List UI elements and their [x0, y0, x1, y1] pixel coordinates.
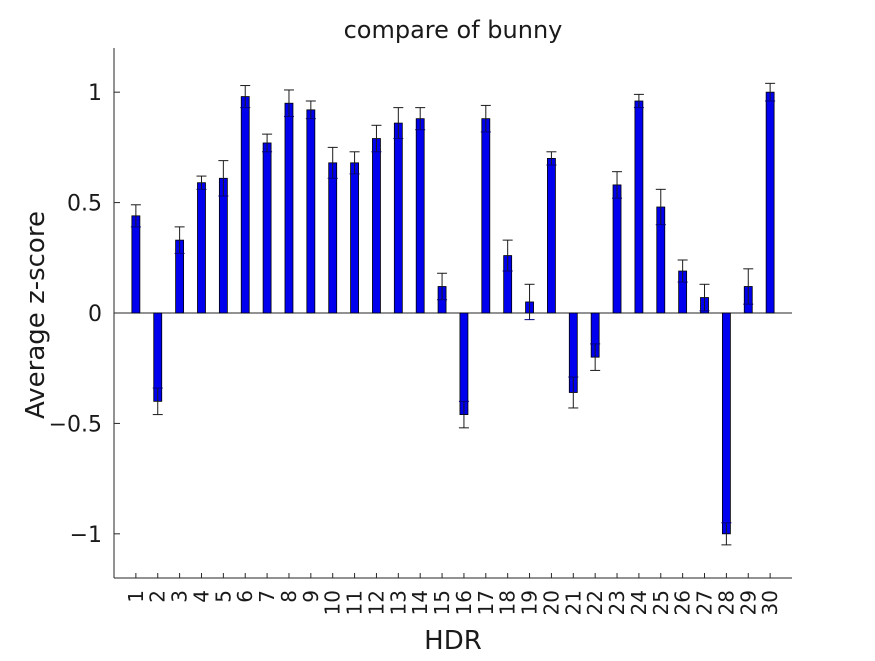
bar	[131, 215, 141, 314]
error-bar	[612, 171, 623, 199]
bar	[481, 118, 491, 314]
error-bar	[590, 343, 601, 371]
error-bars	[130, 82, 776, 546]
x-tick-label: 12	[364, 590, 388, 615]
error-bar	[458, 400, 469, 429]
bar	[284, 102, 294, 314]
y-tick-label: 0.5	[67, 192, 102, 217]
error-bar	[524, 283, 535, 321]
x-tick-label: 27	[693, 590, 717, 615]
x-tick-label: 13	[386, 590, 410, 615]
x-tick-label: 10	[321, 590, 345, 615]
y-tick-label: −1	[70, 523, 102, 548]
x-tick-label: 8	[277, 590, 301, 603]
x-tick-label: 5	[211, 590, 235, 603]
x-tick-label: 30	[758, 590, 782, 615]
x-tick-label: 6	[233, 590, 257, 603]
x-tick-label: 3	[168, 590, 192, 603]
error-bar	[283, 89, 294, 117]
x-tick-label: 7	[255, 590, 279, 603]
error-bar	[393, 107, 404, 140]
y-tick-label: 0	[88, 302, 102, 327]
y-tick-label: −0.5	[49, 412, 102, 437]
bar	[721, 312, 731, 535]
error-bar	[196, 175, 207, 190]
x-tick-label: 29	[736, 590, 760, 615]
x-tick-label: 15	[430, 590, 454, 615]
error-bar	[371, 124, 382, 153]
error-bar	[130, 204, 141, 228]
x-tick-label: 2	[146, 590, 170, 603]
y-axis-label: Average z-score	[21, 211, 51, 419]
bar	[262, 142, 272, 314]
error-bar	[218, 160, 229, 197]
axes	[113, 48, 792, 579]
y-tick-label: 1	[88, 81, 102, 106]
error-bar	[546, 151, 557, 166]
x-tick-label: 25	[649, 590, 673, 615]
bar	[765, 91, 775, 314]
bar	[197, 182, 206, 314]
x-tick-label: 4	[189, 590, 213, 603]
x-tick-label: 9	[299, 590, 323, 603]
x-axis-label: HDR	[424, 626, 482, 656]
bar	[218, 177, 228, 314]
error-bar	[152, 387, 163, 416]
error-bar	[305, 100, 316, 120]
chart-title: compare of bunny	[344, 16, 563, 44]
x-tick-label: 28	[714, 590, 738, 615]
bar	[240, 96, 250, 314]
error-bar	[677, 259, 688, 283]
x-tick-label: 16	[452, 590, 476, 615]
error-bar	[480, 104, 491, 133]
x-tick-label: 23	[605, 590, 629, 615]
x-tick-label: 19	[518, 590, 542, 615]
error-bar	[743, 268, 754, 305]
error-bar	[327, 146, 338, 179]
x-ticks: 1234567891011121314151617181920212223242…	[124, 573, 782, 615]
bar	[306, 109, 316, 314]
bar	[372, 138, 381, 314]
error-bar	[699, 283, 710, 312]
error-bar	[765, 82, 776, 102]
x-tick-label: 18	[496, 590, 520, 615]
error-bar	[502, 239, 513, 272]
bar	[612, 184, 622, 314]
bar	[459, 312, 469, 415]
bar	[415, 118, 425, 314]
bar	[547, 158, 556, 314]
error-bar	[568, 376, 579, 409]
x-tick-label: 17	[474, 590, 498, 615]
error-bar	[240, 85, 251, 109]
error-bar	[174, 226, 185, 254]
x-tick-label: 14	[408, 590, 432, 615]
bar	[350, 162, 359, 314]
x-tick-label: 24	[627, 590, 651, 615]
error-bar	[721, 522, 732, 546]
x-tick-label: 21	[561, 590, 585, 615]
error-bar	[415, 107, 426, 131]
x-tick-label: 20	[539, 590, 563, 615]
bar	[393, 122, 403, 314]
x-tick-label: 22	[583, 590, 607, 615]
error-bar	[655, 188, 666, 226]
x-tick-label: 11	[343, 590, 367, 615]
bar	[328, 162, 338, 314]
error-bar	[633, 93, 644, 109]
y-ticks: 1 0.5 0 −0.5 −1	[49, 81, 120, 548]
x-tick-label: 1	[124, 590, 148, 603]
error-bar	[262, 133, 273, 153]
bar	[634, 100, 644, 314]
error-bar	[349, 151, 360, 175]
error-bar	[437, 272, 448, 301]
x-tick-label: 26	[671, 590, 695, 615]
